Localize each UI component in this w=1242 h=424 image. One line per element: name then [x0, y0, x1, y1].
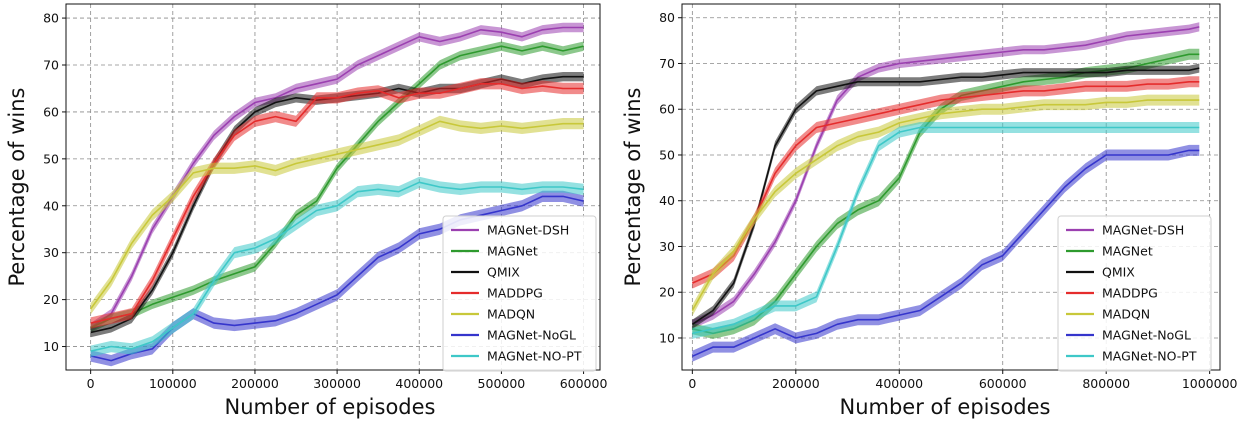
legend-label-0: MAGNet-DSH [487, 223, 569, 238]
y-tick-label: 50 [43, 151, 59, 166]
legend-label-4: MADQN [487, 307, 535, 322]
series-line-4 [89, 120, 584, 310]
legend-label-1: MAGNet [487, 244, 538, 259]
legend-box [442, 215, 597, 372]
series-band-5 [692, 144, 1200, 362]
y-tick-label: 30 [43, 245, 59, 260]
series-line-3 [691, 81, 1200, 284]
series-line-3 [90, 83, 584, 324]
series-band-1 [692, 48, 1200, 339]
series-line-1 [90, 45, 584, 329]
legend-label-3: MADDPG [1102, 286, 1158, 301]
series-band-4 [90, 115, 584, 315]
y-tick-label: 40 [659, 193, 675, 208]
y-tick-label: 80 [43, 11, 59, 26]
series-line-2 [691, 67, 1200, 325]
x-tick-label: 600000 [560, 376, 608, 391]
y-tick-label: 20 [659, 285, 675, 300]
x-tick-label: 200000 [772, 376, 820, 391]
chart-panel-left: 0 100000 200000 300000 400000 500000 600000 10 2… [5, 3, 608, 419]
y-tick-label: 70 [659, 56, 675, 71]
x-tick-label: 100000 [149, 376, 197, 391]
series-line-4 [691, 99, 1200, 311]
x-tick-label: 600000 [979, 376, 1027, 391]
series-line-6 [90, 181, 584, 352]
y-axis-label: Percentage of wins [5, 88, 29, 287]
x-tick-label: 400000 [395, 376, 443, 391]
legend-label-6: MAGNet-NO-PT [1102, 349, 1197, 364]
x-axis-label: Number of episodes [839, 395, 1050, 419]
series-line-0 [691, 26, 1200, 326]
legend-label-2: QMIX [1102, 265, 1135, 280]
x-tick-label: 1000000 [1182, 376, 1238, 391]
x-tick-label: 0 [87, 376, 95, 391]
legend: MAGNet-DSH MAGNet QMIX MADDPG MADQN MAGNet-No… [1057, 215, 1212, 372]
legend-label-4: MADQN [1102, 307, 1150, 322]
series-band-3 [692, 76, 1200, 289]
y-tick-label: 40 [43, 198, 59, 213]
series-band-6 [692, 122, 1200, 339]
legend-label-0: MAGNet-DSH [1102, 223, 1184, 238]
plot-frame [681, 3, 1221, 371]
y-tick-label: 10 [43, 339, 59, 354]
x-tick-label: 500000 [478, 376, 526, 391]
plot-frame [65, 3, 601, 371]
y-tick-label: 10 [659, 330, 675, 345]
legend-label-1: MAGNet [1102, 244, 1153, 259]
legend-label-3: MADDPG [487, 286, 543, 301]
legend-label-2: QMIX [487, 265, 520, 280]
legend-label-5: MAGNet-NoGL [1102, 328, 1191, 343]
x-tick-label: 800000 [1082, 376, 1130, 391]
chart-panel-right: 0 200000 400000 600000 800000 1000000 10 20 30 40… [621, 3, 1238, 419]
series-band-2 [90, 72, 584, 338]
legend-box [1057, 215, 1212, 372]
x-axis-label: Number of episodes [224, 395, 435, 419]
series-line-5 [691, 149, 1200, 358]
x-tick-label: 0 [688, 376, 696, 391]
y-axis-label: Percentage of wins [621, 88, 645, 287]
x-tick-label: 400000 [875, 376, 923, 391]
legend-label-5: MAGNet-NoGL [487, 328, 576, 343]
legend-label-6: MAGNet-NO-PT [487, 349, 582, 364]
y-tick-label: 60 [43, 104, 59, 119]
x-tick-label: 200000 [231, 376, 279, 391]
x-tick-label: 300000 [313, 376, 361, 391]
y-tick-label: 70 [43, 58, 59, 73]
y-tick-label: 60 [659, 102, 675, 117]
y-tick-label: 30 [659, 239, 675, 254]
y-tick-label: 50 [659, 147, 675, 162]
y-tick-label: 20 [43, 292, 59, 307]
series-line-6 [692, 126, 1200, 335]
legend: MAGNet-DSH MAGNet QMIX MADDPG MADQN MAGNet-No… [442, 215, 597, 372]
y-tick-label: 80 [659, 10, 675, 25]
